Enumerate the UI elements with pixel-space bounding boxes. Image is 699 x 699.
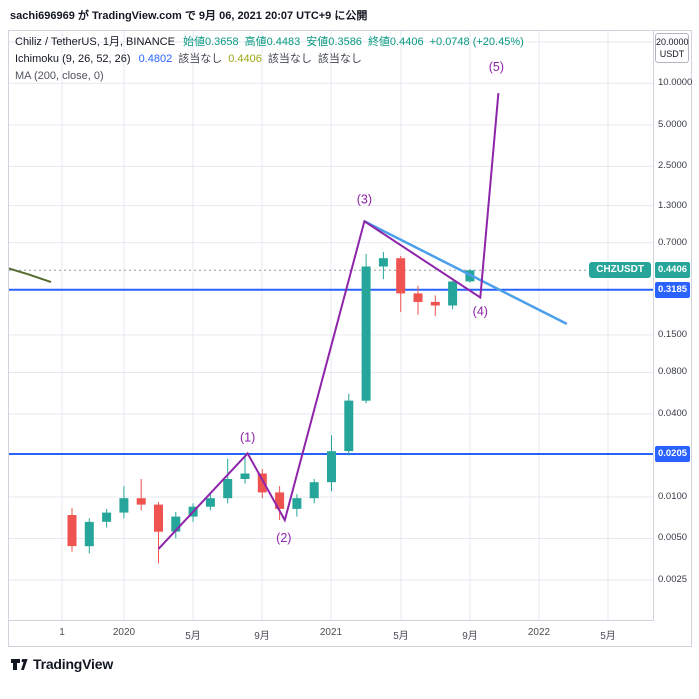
legend-ichimoku-value: 0.4802 [138,53,173,65]
wave-label: (2) [276,531,291,545]
wave-label: (1) [240,430,255,444]
chart-legend: Chiliz / TetherUS, 1月, BINANCE 始値0.3658 高値… [15,34,530,85]
price-tick: 1.3000 [658,200,688,211]
time-tick: 9月 [254,631,270,642]
price-axis-unit: USDT [659,49,685,59]
wave-label: (5) [489,60,504,74]
legend-symbol-row[interactable]: Chiliz / TetherUS, 1月, BINANCE 始値0.3658 高値… [15,34,530,51]
chart-canvas[interactable]: (1) (2) (3) (4) (5) [9,31,653,621]
legend-ma-row[interactable]: MA (200, close, 0) [15,68,530,85]
price-tick: 0.0800 [658,366,688,377]
legend-ichimoku-row[interactable]: Ichimoku (9, 26, 52, 26) 0.4802 該当なし 0.4406… [15,51,530,68]
price-axis[interactable]: 20.0000 USDT 10.0000 5.0000 2.5000 1.3000 0.… [653,31,693,621]
footer-brand[interactable]: TradingView [10,656,113,672]
legend-symbol-values: 始値0.3658 高値0.4483 安値0.3586 終値0.4406 +0.0748 … [183,36,530,48]
time-tick: 2021 [319,627,343,638]
legend-ohlc-value: 始値0.3658 [182,36,239,48]
time-tick: 9月 [462,631,478,642]
price-tick: 5.0000 [658,119,688,130]
ma-line[interactable] [9,267,52,284]
price-badge: 0.3185 [655,282,690,298]
price-axis-unit-box: 20.0000 USDT [655,33,689,63]
price-tick: 0.0400 [658,408,688,419]
price-tick: 0.0025 [658,574,688,585]
price-tick: 0.1500 [658,329,688,340]
price-axis-top-value: 20.0000 [656,37,689,47]
legend-ohlc-value: 安値0.3586 [306,36,362,48]
legend-ichimoku-values: 0.4802 該当なし 0.4406 該当なし 該当なし [139,53,368,65]
price-tick: 2.5000 [658,160,688,171]
legend-ichimoku-value: 0.4406 [228,53,262,65]
tradingview-logo-icon [11,659,28,670]
price-badge: 0.0205 [655,446,690,462]
price-badge: 0.4406 [655,262,690,278]
trendline[interactable] [363,220,568,326]
legend-symbol-title: Chiliz / TetherUS, 1月, BINANCE [15,36,175,48]
price-tick: 0.7000 [658,237,688,248]
legend-ichimoku-value: 該当なし [178,53,223,65]
legend-ichimoku-title: Ichimoku (9, 26, 52, 26) [15,53,131,65]
wave-label: (4) [473,305,488,319]
legend-ichimoku-value: 該当なし [267,53,312,65]
price-tick: 10.0000 [658,77,693,88]
time-tick: 5月 [185,631,201,642]
time-tick: 2022 [527,627,551,638]
legend-ohlc-value: +0.0748 (+20.45%) [429,36,524,48]
time-tick: 5月 [600,631,616,642]
chart-plot-area[interactable]: (1) (2) (3) (4) (5) Chiliz / TetherUS, 1月, B… [9,31,653,621]
chart-frame: (1) (2) (3) (4) (5) Chiliz / TetherUS, 1月, B… [8,30,692,647]
legend-ohlc-value: 高値0.4483 [244,36,301,48]
candles-layer[interactable] [67,251,475,564]
legend-ma-title: MA (200, close, 0) [15,70,104,82]
elliott-wave-line[interactable] [157,93,500,550]
brand-text: TradingView [33,656,114,672]
symbol-price-label-badge: CHZUSDT [589,262,651,278]
published-line: sachi696969 が TradingView.com で 9月 06, 2… [10,10,368,22]
legend-ohlc-value: 終値0.4406 [367,36,424,48]
grid-layer [9,31,653,621]
price-tick: 0.0050 [658,532,688,543]
time-tick: 5月 [393,631,409,642]
time-tick: 1 [59,627,65,638]
price-tick: 0.0100 [658,491,688,502]
time-tick: 2020 [112,627,136,638]
time-axis[interactable]: 1 2020 5月 9月 2021 5月 9月 2022 5月 [9,620,653,646]
wave-label: (3) [357,192,372,206]
legend-ichimoku-value: 該当なし [317,53,362,65]
